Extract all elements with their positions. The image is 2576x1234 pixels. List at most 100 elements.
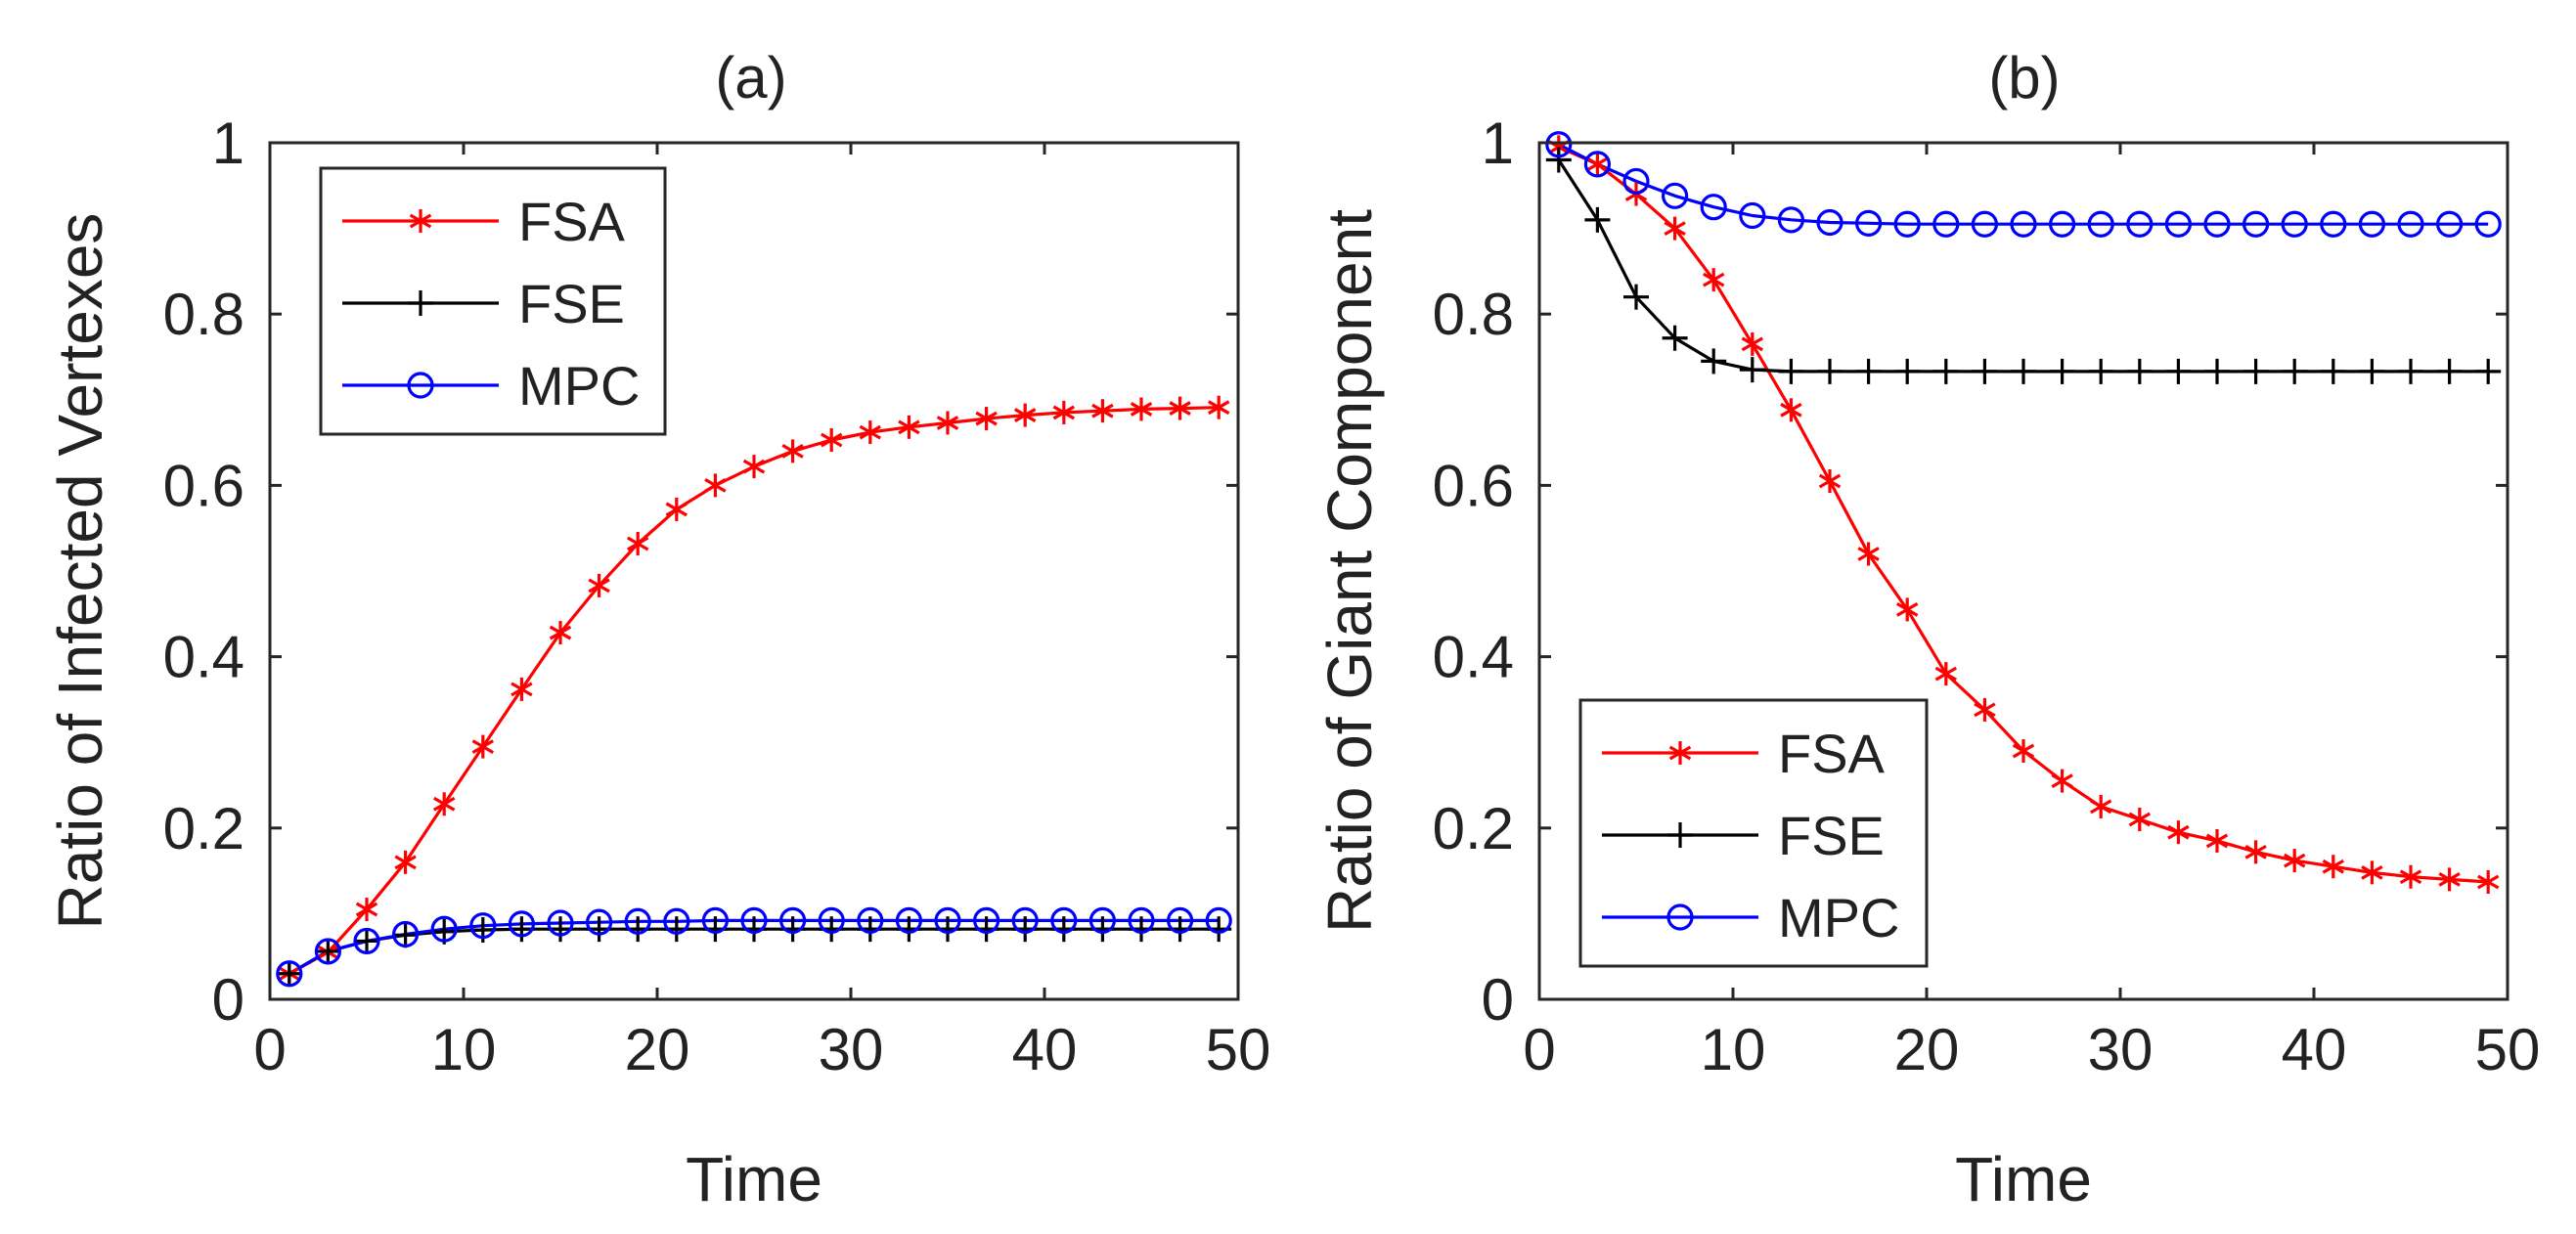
panel-a-ytick-label: 0.4	[163, 625, 244, 690]
panel-b-line-mpc	[1558, 143, 2489, 226]
panel-a-point-mpc	[1205, 906, 1232, 935]
panel-b-point-mpc	[2320, 210, 2347, 238]
panel-b-point-fsa	[2244, 840, 2267, 864]
panel-b-legend-label-fse: FSE	[1778, 805, 1885, 866]
panel-b-xtick-label: 30	[2088, 1017, 2154, 1082]
panel-a-point-mpc	[1128, 906, 1155, 935]
panel-a-point-mpc	[469, 912, 497, 940]
panel-a-point-fsa	[588, 573, 610, 597]
panel-a-point-fsa	[1130, 397, 1153, 421]
panel-a-point-mpc	[353, 927, 380, 955]
panel-b-xtick-label: 50	[2475, 1017, 2541, 1082]
panel-b-point-fse	[2359, 358, 2385, 384]
panel-b-xtick-label: 0	[1523, 1017, 1555, 1082]
panel-b-point-fsa	[2322, 855, 2344, 879]
panel-a-point-fsa	[627, 531, 649, 555]
panel-a-point-fse	[315, 938, 341, 964]
panel-a-point-mpc	[585, 908, 613, 936]
panel-b-title: (b)	[1988, 45, 2060, 110]
panel-a-axes-box	[268, 141, 1240, 1001]
panel-a-point-mpc	[1088, 906, 1117, 935]
panel-a-point-mpc	[895, 906, 923, 935]
panel-b-point-mpc	[2087, 210, 2114, 238]
panel-b-point-fsa	[2167, 820, 2190, 845]
panel-b-ytick-label: 0	[1482, 967, 1514, 1033]
panel-a-point-fse	[276, 960, 302, 987]
panel-b-xtick-label: 10	[1701, 1017, 1766, 1082]
panel-b-point-fse	[2398, 358, 2423, 384]
panel-b-legend-marker-fse	[1667, 822, 1693, 848]
panel-a-point-mpc	[430, 915, 458, 943]
panel-b-point-fsa	[2284, 849, 2306, 873]
panel-a-point-fsa	[1169, 396, 1191, 420]
panel-a-point-mpc	[392, 920, 420, 948]
panel-b-point-mpc	[2203, 210, 2231, 238]
panel-a-point-mpc	[314, 938, 341, 965]
panel-b-point-fse	[1623, 284, 1649, 310]
panel-b-point-mpc	[2010, 210, 2037, 238]
panel-a-point-fsa	[549, 621, 572, 645]
panel-a-legend-marker-mpc	[407, 372, 434, 399]
panel-a-point-mpc	[740, 906, 768, 935]
panel-a-ytick-label: 1	[212, 110, 244, 176]
panel-b-point-fse	[2049, 358, 2075, 384]
panel-a-ylabel: Ratio of Infected Vertexes	[45, 213, 115, 930]
panel-b-xtick-label: 20	[1894, 1017, 1960, 1082]
panel-a-point-mpc	[701, 906, 730, 935]
panel-b-point-fse	[2282, 358, 2308, 384]
panel-a-point-mpc	[778, 906, 807, 935]
panel-b-point-fsa	[2090, 794, 2112, 818]
panel-b-point-fsa	[2128, 808, 2151, 832]
panel-a-point-mpc	[857, 906, 884, 935]
panel-a-legend-label-mpc: MPC	[518, 355, 640, 417]
panel-b-point-mpc	[1583, 151, 1612, 178]
panel-b-ytick-label: 0.2	[1433, 796, 1514, 861]
panel-b-point-fse	[1817, 358, 1843, 384]
panel-b-legend-box	[1578, 698, 1929, 968]
panel-a-point-fsa	[511, 677, 533, 701]
panel-b-point-fse	[1855, 358, 1882, 384]
panel-b-legend-marker-fsa	[1668, 741, 1692, 765]
panel-b-ytick-label: 0.8	[1433, 282, 1514, 347]
panel-b-point-fsa	[2477, 869, 2500, 894]
panel-a-ytick-label: 0	[212, 967, 244, 1033]
panel-a-point-fsa	[665, 497, 688, 521]
panel-b-point-fsa	[1664, 216, 1686, 241]
panel-b-point-mpc	[2358, 210, 2385, 238]
panel-b-point-fse	[1584, 206, 1611, 233]
panel-a-ytick-label: 0.6	[163, 453, 244, 518]
panel-a-xtick-label: 10	[431, 1017, 497, 1082]
panel-b-point-mpc	[1777, 206, 1805, 234]
panel-b-legend-label-fsa: FSA	[1778, 723, 1886, 784]
panel-a-point-fsa	[1014, 403, 1037, 427]
panel-b-ytick-label: 1	[1482, 110, 1514, 176]
panel-b-point-mpc	[1739, 201, 1766, 230]
panel-b-point-fse	[2436, 358, 2463, 384]
panel-b-point-fse	[1972, 358, 1998, 384]
panel-b-axes-box	[1537, 141, 2509, 1001]
panel-a-xtick-label: 30	[819, 1017, 884, 1082]
panel-a-point-mpc	[972, 906, 1000, 935]
panel-b-point-fse	[2126, 358, 2153, 384]
panel-a-point-mpc	[1050, 906, 1078, 935]
panel-a-legend-box	[319, 166, 667, 436]
panel-b-legend-marker-mpc	[1666, 903, 1694, 931]
panel-a-point-fsa	[433, 792, 456, 816]
panel-b-point-mpc	[2164, 210, 2192, 238]
panel-b-point-mpc	[1622, 167, 1650, 196]
panel-b-ytick-label: 0.4	[1433, 625, 1514, 690]
panel-b-point-fse	[1894, 358, 1921, 384]
panel-b-point-fsa	[1703, 268, 1725, 292]
panel-a-legend-marker-fsa	[409, 209, 432, 233]
panel-a-point-fsa	[355, 898, 378, 922]
panel-a-point-fsa	[471, 734, 494, 759]
panel-b-point-fsa	[1818, 469, 1842, 494]
panel-b-legend-label-mpc: MPC	[1778, 887, 1899, 948]
panel-b-point-fse	[1662, 325, 1688, 351]
panel-a-point-fsa	[742, 455, 766, 479]
panel-b-ylabel: Ratio of Giant Component	[1314, 209, 1385, 933]
panel-a-title: (a)	[715, 45, 786, 110]
panel-b-xtick-label: 40	[2282, 1017, 2347, 1082]
panel-a-point-mpc	[934, 906, 961, 935]
panel-a-point-mpc	[1011, 906, 1039, 935]
